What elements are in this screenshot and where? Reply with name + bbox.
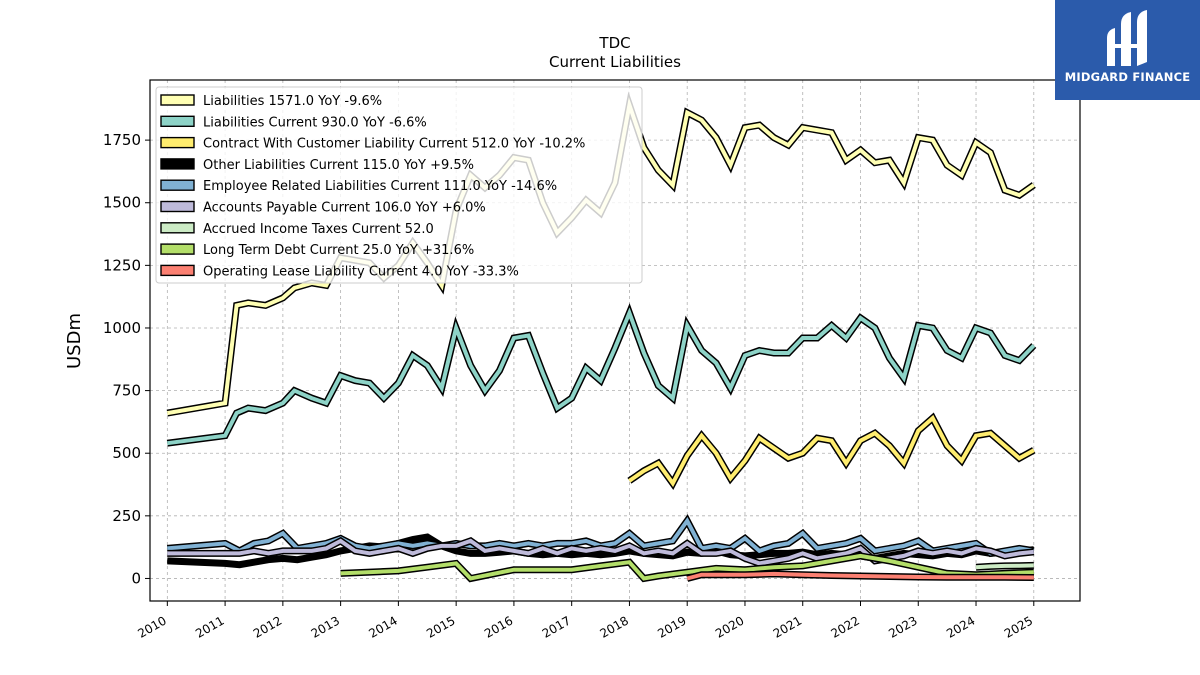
legend-swatch xyxy=(160,179,195,191)
legend-label: Accrued Income Taxes Current 52.0 xyxy=(203,222,434,237)
x-tick-label: 2014 xyxy=(366,613,399,640)
y-tick-label: 500 xyxy=(112,444,141,462)
brand-logo: MIDGARD FINANCE xyxy=(1055,0,1200,100)
series-line xyxy=(686,571,1034,581)
legend-label: Other Liabilities Current 115.0 YoY +9.5… xyxy=(203,158,474,173)
x-tick-label: 2013 xyxy=(309,613,342,640)
x-tick-label: 2021 xyxy=(771,613,804,640)
x-tick-label: 2022 xyxy=(829,613,862,640)
x-tick-label: 2012 xyxy=(251,613,284,640)
x-tick-label: 2010 xyxy=(135,613,168,640)
legend-swatch xyxy=(160,243,195,255)
x-tick-label: 2016 xyxy=(482,613,515,640)
x-tick-label: 2024 xyxy=(944,613,977,640)
x-tick-label: 2019 xyxy=(655,613,688,640)
y-tick-label: 1000 xyxy=(103,319,141,337)
y-tick-label: 0 xyxy=(131,569,141,587)
legend-label: Long Term Debt Current 25.0 YoY +31.6% xyxy=(203,243,474,258)
legend-label: Employee Related Liabilities Current 111… xyxy=(203,179,557,194)
x-tick-label: 2011 xyxy=(193,613,226,640)
legend-swatch xyxy=(160,264,195,277)
brand-name: MIDGARD FINANCE xyxy=(1064,70,1191,84)
legend-swatch xyxy=(160,158,195,170)
legend-swatch xyxy=(160,136,195,149)
y-tick-label: 1750 xyxy=(103,131,141,149)
legend-swatch xyxy=(160,94,195,106)
y-axis-label: USDm xyxy=(64,313,85,369)
chart-subtitle: Current Liabilities xyxy=(549,53,681,71)
series-line xyxy=(167,307,1036,446)
legend-label: Liabilities 1571.0 YoY -9.6% xyxy=(203,94,382,109)
plot-frame xyxy=(149,79,1081,602)
x-tick-label: 2020 xyxy=(713,613,746,640)
legend-swatch xyxy=(160,115,195,128)
legend: Liabilities 1571.0 YoY -9.6% Liabilities … xyxy=(155,86,643,284)
x-tick-label: 2015 xyxy=(424,613,457,640)
y-tick-label: 1500 xyxy=(103,194,141,212)
legend-swatch xyxy=(160,200,195,213)
legend-swatch xyxy=(160,222,195,234)
series-line xyxy=(975,563,1034,570)
y-tick-label: 250 xyxy=(112,507,141,525)
x-tick-label: 2018 xyxy=(597,613,630,640)
legend-label: Operating Lease Liability Current 4.0 Yo… xyxy=(203,264,519,279)
x-tick-label: 2023 xyxy=(886,613,919,640)
y-tick-label: 750 xyxy=(112,382,141,400)
legend-box xyxy=(155,86,643,284)
y-tick-label: 1250 xyxy=(103,256,141,274)
series-line xyxy=(167,538,1035,566)
x-tick-label: 2017 xyxy=(540,613,573,640)
series-line xyxy=(628,414,1035,488)
series-line xyxy=(340,553,1034,581)
logo-mark-icon xyxy=(1107,10,1147,66)
legend-label: Accounts Payable Current 106.0 YoY +6.0% xyxy=(203,201,486,216)
legend-label: Contract With Customer Liability Current… xyxy=(203,137,585,152)
x-tick-label: 2025 xyxy=(1002,613,1035,640)
legend-label: Liabilities Current 930.0 YoY -6.6% xyxy=(203,115,427,130)
chart-title: TDC xyxy=(598,34,630,52)
